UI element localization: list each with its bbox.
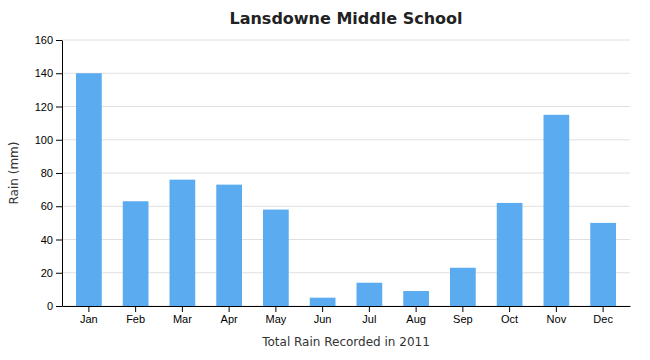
y-axis-line <box>62 41 63 307</box>
x-tick: Apr <box>221 306 238 325</box>
x-tick: Jun <box>314 306 332 325</box>
bar <box>263 210 289 306</box>
plot-area: 020406080100120140160JanFebMarAprMayJunJ… <box>35 34 631 325</box>
x-tick: May <box>265 306 286 325</box>
x-tick-label: Aug <box>406 313 426 325</box>
x-axis: Jan Feb Mar Apr May Jun Jul Aug Sep Oct Nov Dec <box>63 306 631 325</box>
y-tick-mark <box>56 240 62 241</box>
x-tick-mark <box>229 306 230 312</box>
x-tick: Oct <box>501 306 518 325</box>
x-tick-mark <box>509 306 510 312</box>
bar <box>357 283 383 306</box>
x-tick: Jul <box>362 306 376 325</box>
y-tick-mark <box>56 273 62 274</box>
y-tick-label: 80 <box>41 167 53 179</box>
chart-container: 020406080100120140160JanFebMarAprMayJunJ… <box>0 0 650 360</box>
x-axis-line <box>63 306 631 307</box>
y-tick-mark <box>56 140 62 141</box>
bar <box>216 185 242 306</box>
y-tick-label: 120 <box>35 101 53 113</box>
bar <box>310 298 336 306</box>
x-tick-mark <box>275 306 276 312</box>
x-tick-mark <box>182 306 183 312</box>
grid-line <box>62 106 630 107</box>
x-tick-mark <box>462 306 463 312</box>
y-tick-label: 60 <box>41 200 53 212</box>
chart-svg: 020406080100120140160JanFebMarAprMayJunJ… <box>0 0 650 360</box>
x-tick-label: Nov <box>547 313 567 325</box>
y-tick-label: 0 <box>47 300 53 312</box>
y-tick: 20 <box>41 267 62 279</box>
bar <box>450 268 476 306</box>
y-tick: 60 <box>41 200 62 212</box>
y-tick: 160 <box>35 34 62 46</box>
x-tick-mark <box>135 306 136 312</box>
bars <box>76 73 616 306</box>
x-tick-mark <box>322 306 323 312</box>
x-tick: Nov <box>547 306 567 325</box>
x-tick-label: Jul <box>362 313 376 325</box>
x-tick: Mar <box>173 306 192 325</box>
y-tick: 40 <box>41 234 62 246</box>
x-tick: Sep <box>453 306 473 325</box>
title: Lansdowne Middle School <box>229 9 462 28</box>
x-tick-mark <box>603 306 604 312</box>
y-tick: 100 <box>35 134 62 146</box>
y-tick-label: 140 <box>35 67 53 79</box>
x-tick-label: Feb <box>126 313 145 325</box>
y-axis: 0 20 40 60 80 100 120 140 160 <box>35 34 63 312</box>
bar <box>123 201 149 306</box>
y-tick-mark <box>56 173 62 174</box>
x-tick-mark <box>416 306 417 312</box>
x-tick-mark <box>556 306 557 312</box>
bar <box>403 291 429 306</box>
y-tick-label: 160 <box>35 34 53 46</box>
y-axis-title: Rain (mm) <box>7 142 21 205</box>
x-tick-label: Jan <box>80 313 98 325</box>
bar <box>544 115 570 306</box>
x-tick-label: Dec <box>593 313 613 325</box>
y-tick-mark <box>56 73 62 74</box>
x-tick: Aug <box>406 306 426 325</box>
y-tick: 80 <box>41 167 62 179</box>
y-tick: 0 <box>47 300 62 312</box>
y-tick: 140 <box>35 67 62 79</box>
y-tick-mark <box>56 206 62 207</box>
x-tick-label: Jun <box>314 313 332 325</box>
y-tick-mark <box>56 40 62 41</box>
x-tick: Dec <box>593 306 613 325</box>
x-tick-label: Oct <box>501 313 518 325</box>
x-tick: Jan <box>80 306 98 325</box>
bar <box>590 223 616 306</box>
bar <box>170 180 196 306</box>
grid <box>62 40 630 306</box>
x-tick-label: Apr <box>221 313 238 325</box>
y-tick-label: 20 <box>41 267 53 279</box>
x-tick-label: May <box>265 313 286 325</box>
grid-line <box>62 73 630 74</box>
x-axis-title: Total Rain Recorded in 2011 <box>261 335 430 349</box>
x-tick-label: Mar <box>173 313 192 325</box>
y-tick-label: 100 <box>35 134 53 146</box>
y-tick-mark <box>56 306 62 307</box>
x-tick-mark <box>88 306 89 312</box>
bar <box>76 73 102 306</box>
x-tick: Feb <box>126 306 145 325</box>
bar <box>497 203 523 306</box>
y-tick-label: 40 <box>41 234 53 246</box>
grid-line <box>62 40 630 41</box>
y-tick: 120 <box>35 101 62 113</box>
x-tick-label: Sep <box>453 313 473 325</box>
x-tick-mark <box>369 306 370 312</box>
y-tick-mark <box>56 107 62 108</box>
